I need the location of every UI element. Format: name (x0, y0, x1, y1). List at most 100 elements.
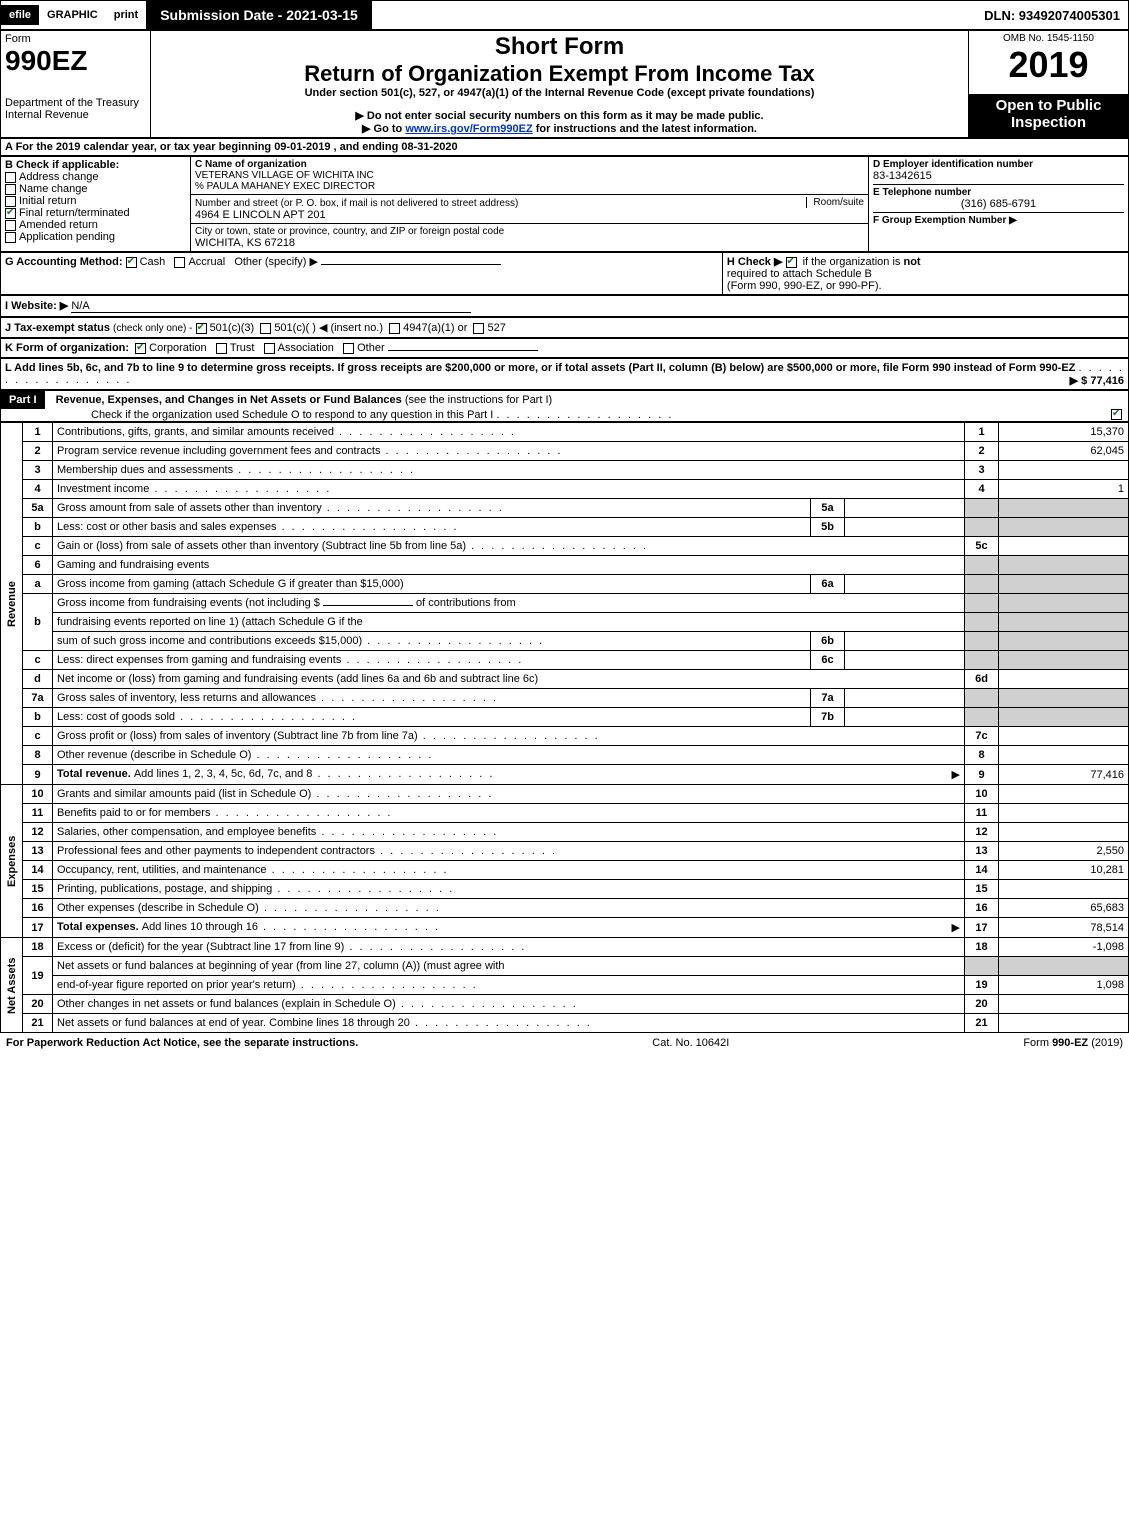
line-14-num: 14 (23, 861, 53, 880)
line-6c-amtgrey (999, 651, 1129, 670)
title-cell: Short Form Return of Organization Exempt… (151, 31, 969, 138)
chk-527[interactable] (473, 323, 484, 334)
line-5b-midamt (845, 518, 965, 537)
chk-corp[interactable] (135, 343, 146, 354)
lbl-527: 527 (487, 322, 505, 334)
line-5a-midamt (845, 499, 965, 518)
line-4-r: 4 (965, 480, 999, 499)
line-6b-rgrey3 (965, 632, 999, 651)
line-20: 20 Other changes in net assets or fund b… (1, 995, 1129, 1014)
line-17-num: 17 (23, 918, 53, 938)
chk-4947[interactable] (389, 323, 400, 334)
box-c-street: Number and street (or P. O. box, if mail… (191, 195, 869, 224)
k-other-input[interactable] (388, 350, 538, 351)
form-word: Form (5, 33, 146, 45)
chk-501c3[interactable] (196, 323, 207, 334)
chk-assoc[interactable] (264, 343, 275, 354)
line-7b: b Less: cost of goods sold 7b (1, 708, 1129, 727)
line-18-desc: Excess or (deficit) for the year (Subtra… (57, 941, 344, 953)
line-19-dots (296, 979, 478, 991)
box-d-label: D Employer identification number (873, 159, 1124, 170)
line-9-arrow: ▶ (952, 768, 960, 781)
line-7a-dots (316, 692, 498, 704)
chk-address-change[interactable]: Address change (5, 171, 186, 183)
chk-accrual[interactable] (174, 257, 185, 268)
line-7a-midamt (845, 689, 965, 708)
line-9-desc2: Add lines 1, 2, 3, 4, 5c, 6d, 7c, and 8 (134, 768, 313, 780)
line-11-num: 11 (23, 804, 53, 823)
box-c-name: C Name of organization VETERANS VILLAGE … (191, 157, 869, 195)
chk-part1-schedo[interactable] (1111, 409, 1122, 420)
chk-name-change[interactable]: Name change (5, 183, 186, 195)
line-5a-mid: 5a (811, 499, 845, 518)
line-5b-desc: Less: cost or other basis and sales expe… (57, 521, 277, 533)
chk-trust[interactable] (216, 343, 227, 354)
line-6a-rgrey (965, 575, 999, 594)
chk-initial-return[interactable]: Initial return (5, 195, 186, 207)
line-19-rgrey (965, 957, 999, 976)
section-a-tax-year: A For the 2019 calendar year, or tax yea… (0, 138, 1129, 156)
line-21: 21 Net assets or fund balances at end of… (1, 1014, 1129, 1033)
line-20-dots (396, 998, 578, 1010)
line-5b-dots (277, 521, 459, 533)
chk-korther[interactable] (343, 343, 354, 354)
line-6c-mid: 6c (811, 651, 845, 670)
line-7c-dots (418, 730, 600, 742)
print-link[interactable]: print (106, 5, 146, 25)
tax-year: 2019 (973, 44, 1124, 86)
line-5c-desc: Gain or (loss) from sale of assets other… (57, 540, 466, 552)
line-l-text: L Add lines 5b, 6c, and 7b to line 9 to … (5, 362, 1075, 374)
line-g-label: G Accounting Method: (5, 256, 123, 268)
line-6: 6 Gaming and fundraising events (1, 556, 1129, 575)
line-18-amt: -1,098 (999, 938, 1129, 957)
chk-cash[interactable] (126, 257, 137, 268)
line-h: H Check ▶ if the organization is not req… (722, 253, 1128, 295)
chk-501c[interactable] (260, 323, 271, 334)
box-f-label: F Group Exemption Number ▶ (873, 212, 1124, 226)
line-9-dots (312, 768, 494, 780)
line-10-amt (999, 785, 1129, 804)
line-6-amtgrey (999, 556, 1129, 575)
line-6b-blank[interactable] (323, 605, 413, 606)
line-13: 13 Professional fees and other payments … (1, 842, 1129, 861)
part1-lines-table: Revenue 1 Contributions, gifts, grants, … (0, 422, 1129, 1033)
line-5a-rgrey (965, 499, 999, 518)
line-19-desc: Net assets or fund balances at beginning… (53, 957, 965, 976)
line-1-amt: 15,370 (999, 423, 1129, 442)
line-8: 8 Other revenue (describe in Schedule O)… (1, 746, 1129, 765)
line-21-amt (999, 1014, 1129, 1033)
line-k-label: K Form of organization: (5, 342, 129, 354)
other-specify-input[interactable] (321, 264, 501, 265)
footer-form-word: Form (1023, 1037, 1052, 1049)
page-footer: For Paperwork Reduction Act Notice, see … (0, 1033, 1129, 1053)
dept-treasury: Department of the Treasury (5, 97, 146, 109)
line-7b-amtgrey (999, 708, 1129, 727)
line-3-dots (233, 464, 415, 476)
chk-h[interactable] (786, 257, 797, 268)
line-l-amount: ▶ $ 77,416 (1070, 374, 1124, 387)
line-20-desc: Other changes in net assets or fund bala… (57, 998, 396, 1010)
line-16-desc: Other expenses (describe in Schedule O) (57, 902, 259, 914)
line-6d: d Net income or (loss) from gaming and f… (1, 670, 1129, 689)
goto-pre: ▶ Go to (362, 123, 405, 135)
footer-form-no: 990-EZ (1052, 1037, 1088, 1049)
box-b-title: B Check if applicable: (5, 159, 186, 171)
chk-final-return[interactable]: Final return/terminated (5, 207, 186, 219)
chk-amended-return[interactable]: Amended return (5, 219, 186, 231)
line-6a-desc: Gross income from gaming (attach Schedul… (57, 578, 404, 590)
line-11-desc: Benefits paid to or for members (57, 807, 210, 819)
line-6d-r: 6d (965, 670, 999, 689)
line-5b-rgrey (965, 518, 999, 537)
line-2-desc: Program service revenue including govern… (57, 445, 380, 457)
irs-link[interactable]: www.irs.gov/Form990EZ (405, 123, 532, 135)
line-6d-amt (999, 670, 1129, 689)
line-7c: c Gross profit or (loss) from sales of i… (1, 727, 1129, 746)
line-17: 17 Total expenses. Add lines 10 through … (1, 918, 1129, 938)
line-16-r: 16 (965, 899, 999, 918)
line-3-num: 3 (23, 461, 53, 480)
line-19-r: 19 (965, 976, 999, 995)
line-13-dots (375, 845, 557, 857)
line-9-num: 9 (23, 765, 53, 785)
line-6b-desc2: fundraising events reported on line 1) (… (53, 613, 965, 632)
chk-application-pending[interactable]: Application pending (5, 231, 186, 243)
